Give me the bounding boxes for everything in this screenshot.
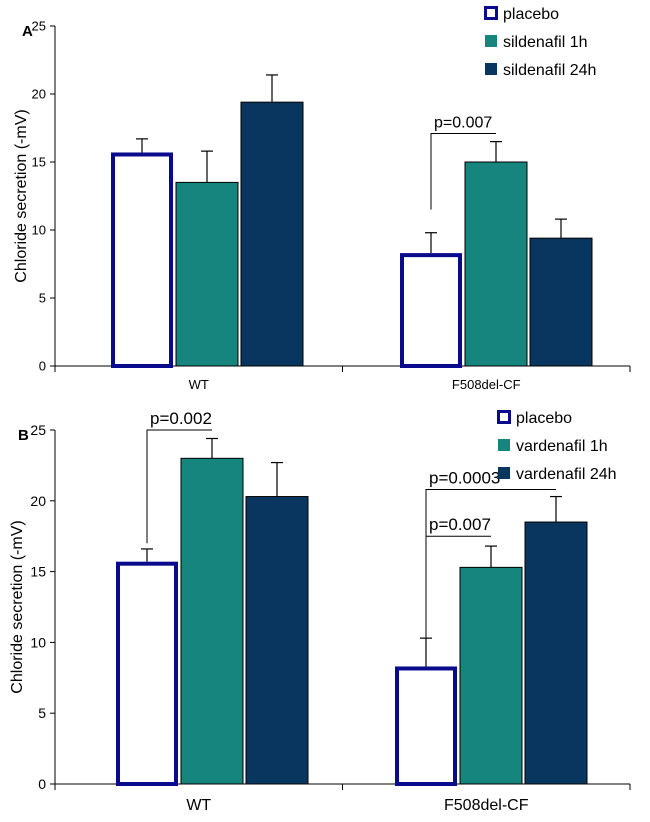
p-value-label: p=0.007	[434, 114, 492, 131]
bar	[116, 561, 178, 786]
y-tick-label: 10	[30, 634, 46, 650]
p-value-label: p=0.0003	[429, 468, 500, 487]
legend-swatch	[498, 467, 510, 479]
x-category-label: WT	[186, 797, 211, 814]
legend-swatch	[485, 63, 497, 75]
y-tick-label: 25	[32, 19, 46, 34]
y-tick-label: 0	[38, 776, 46, 792]
legend-label: vardenafil 24h	[516, 466, 617, 483]
legend-swatch	[497, 410, 511, 424]
x-category-label: WT	[189, 377, 209, 392]
legend-label: placebo	[516, 410, 572, 427]
y-tick-label: 0	[39, 359, 46, 374]
chart-panel-b: B 0 5 10 15 20 25 WT F508del-CF Chloride secretio…	[9, 409, 631, 814]
y-axis-label: Chloride secretion (-mV)	[13, 109, 30, 282]
bar	[111, 152, 173, 368]
chart-panel-a: A 0 5 10 15 20 25 WT F508del-CF Chloride secretio…	[13, 6, 631, 392]
bar	[175, 181, 239, 367]
legend-swatch	[485, 35, 497, 47]
significance-bracket	[430, 132, 496, 210]
y-tick-label: 5	[39, 291, 46, 306]
y-tick-label: 10	[32, 223, 46, 238]
panel-label: A	[22, 23, 33, 40]
x-category-label: F508del-CF	[444, 797, 529, 814]
y-tick-label: 5	[38, 705, 46, 721]
p-value-label: p=0.007	[429, 515, 491, 534]
y-tick-label: 25	[30, 422, 46, 438]
legend-swatch	[484, 6, 498, 20]
bar	[395, 666, 457, 786]
bar	[529, 237, 593, 367]
bar	[524, 521, 588, 785]
legend-label: sildenafil 1h	[503, 34, 588, 51]
bar	[464, 161, 528, 367]
y-axis-label: Chloride secretion (-mV)	[9, 520, 26, 693]
y-tick-label: 15	[30, 564, 46, 580]
legend: placebo sildenafil 1h sildenafil 24h	[484, 6, 596, 79]
significance-bracket	[146, 429, 212, 544]
bar	[240, 101, 304, 367]
y-tick-label: 15	[32, 155, 46, 170]
legend-label: placebo	[503, 6, 559, 23]
x-category-label: F508del-CF	[452, 377, 521, 392]
legend: placebo vardenafil 1h vardenafil 24h	[497, 410, 617, 483]
bar	[459, 566, 523, 785]
bar	[180, 457, 244, 785]
bar	[245, 496, 309, 785]
legend-label: vardenafil 1h	[516, 438, 608, 455]
significance-bracket	[425, 535, 491, 643]
legend-swatch	[498, 439, 510, 451]
y-tick-label: 20	[32, 87, 46, 102]
p-value-label: p=0.002	[150, 409, 212, 428]
panel-label: B	[18, 427, 29, 444]
legend-label: sildenafil 24h	[503, 62, 596, 79]
y-tick-label: 20	[30, 493, 46, 509]
bar	[400, 253, 462, 368]
